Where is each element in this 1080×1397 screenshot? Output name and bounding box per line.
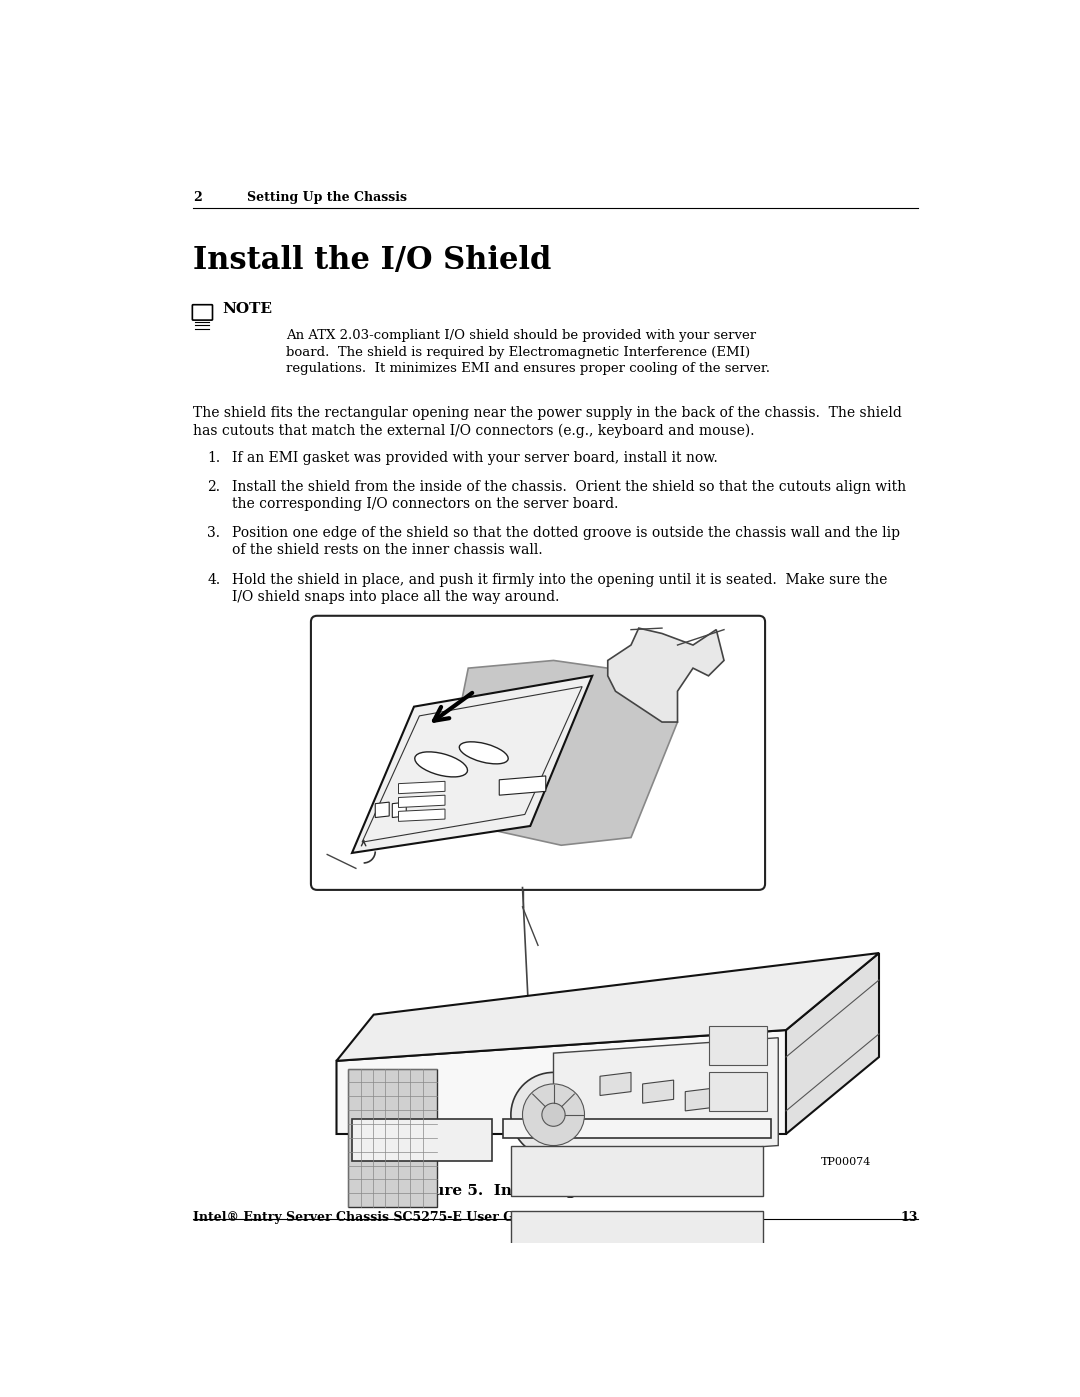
Text: Install the shield from the inside of the chassis.  Orient the shield so that th: Install the shield from the inside of th… <box>232 481 906 495</box>
Polygon shape <box>600 1073 631 1095</box>
Text: 4.: 4. <box>207 573 220 587</box>
Polygon shape <box>685 1088 716 1111</box>
Text: the corresponding I/O connectors on the server board.: the corresponding I/O connectors on the … <box>232 497 618 511</box>
Polygon shape <box>399 781 445 793</box>
Text: Intel® Entry Server Chassis SC5275-E User Guide: Intel® Entry Server Chassis SC5275-E Use… <box>193 1211 544 1224</box>
Text: has cutouts that match the external I/O connectors (e.g., keyboard and mouse).: has cutouts that match the external I/O … <box>193 423 755 437</box>
Polygon shape <box>337 953 879 1060</box>
Polygon shape <box>511 1211 762 1261</box>
Text: 2.: 2. <box>207 481 220 495</box>
Polygon shape <box>511 1253 762 1303</box>
Ellipse shape <box>459 742 509 764</box>
Circle shape <box>523 1084 584 1146</box>
Text: I/O shield snaps into place all the way around.: I/O shield snaps into place all the way … <box>232 590 559 604</box>
FancyBboxPatch shape <box>192 305 213 320</box>
Polygon shape <box>643 1080 674 1104</box>
Text: 3.: 3. <box>207 527 220 541</box>
Text: Position one edge of the shield so that the dotted groove is outside the chassis: Position one edge of the shield so that … <box>232 527 900 541</box>
Polygon shape <box>608 629 724 722</box>
Text: of the shield rests on the inner chassis wall.: of the shield rests on the inner chassis… <box>232 543 542 557</box>
Polygon shape <box>511 1146 762 1196</box>
Text: 2: 2 <box>193 191 202 204</box>
Polygon shape <box>499 775 545 795</box>
FancyBboxPatch shape <box>311 616 765 890</box>
Circle shape <box>542 1104 565 1126</box>
Text: An ATX 2.03-compliant I/O shield should be provided with your server: An ATX 2.03-compliant I/O shield should … <box>286 330 756 342</box>
Text: If an EMI gasket was provided with your server board, install it now.: If an EMI gasket was provided with your … <box>232 451 717 465</box>
Text: Install the I/O Shield: Install the I/O Shield <box>193 244 552 275</box>
Text: Setting Up the Chassis: Setting Up the Chassis <box>247 191 407 204</box>
Text: NOTE: NOTE <box>222 302 272 316</box>
Polygon shape <box>445 661 677 845</box>
Polygon shape <box>352 1119 491 1161</box>
Ellipse shape <box>415 752 468 777</box>
Polygon shape <box>503 1119 770 1137</box>
Text: board.  The shield is required by Electromagnetic Interference (EMI): board. The shield is required by Electro… <box>286 345 751 359</box>
Text: 13: 13 <box>901 1211 918 1224</box>
Circle shape <box>511 1073 596 1157</box>
Polygon shape <box>348 1069 437 1207</box>
Text: The shield fits the rectangular opening near the power supply in the back of the: The shield fits the rectangular opening … <box>193 407 902 420</box>
Polygon shape <box>399 795 445 807</box>
Text: TP00074: TP00074 <box>821 1157 872 1166</box>
Text: regulations.  It minimizes EMI and ensures proper cooling of the server.: regulations. It minimizes EMI and ensure… <box>286 362 770 374</box>
Polygon shape <box>786 953 879 1134</box>
Polygon shape <box>392 802 406 817</box>
Polygon shape <box>708 1027 767 1065</box>
Polygon shape <box>399 809 445 821</box>
Polygon shape <box>352 676 592 854</box>
Text: Hold the shield in place, and push it firmly into the opening until it is seated: Hold the shield in place, and push it fi… <box>232 573 888 587</box>
Text: Figure 5.  Installing the I/O Shield: Figure 5. Installing the I/O Shield <box>406 1185 701 1199</box>
Text: 1.: 1. <box>207 451 220 465</box>
Polygon shape <box>554 1038 779 1161</box>
Polygon shape <box>337 1030 786 1134</box>
Polygon shape <box>708 1073 767 1111</box>
Polygon shape <box>375 802 389 817</box>
